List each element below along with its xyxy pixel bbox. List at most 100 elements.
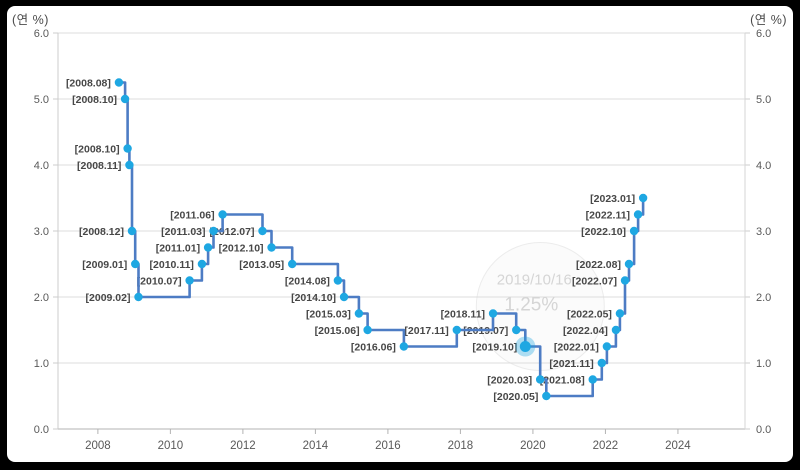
data-point-label: [2014.10] [291,292,336,304]
y-tick-label-right: 0.0 [756,424,771,436]
data-point-marker[interactable] [588,375,597,384]
x-tick-label: 2020 [520,440,546,452]
data-point-marker[interactable] [134,292,143,302]
y-tick-label-right: 3.0 [756,226,771,238]
data-point-marker[interactable] [203,243,213,252]
data-point-label: [2023.01] [590,193,635,205]
data-point-label: [2009.01] [82,259,127,271]
data-point-label: [2010.07] [137,275,182,287]
data-point-label: [2011.01] [156,242,200,254]
watermark-value: 1.25% [504,295,558,316]
data-point-marker[interactable] [114,78,124,87]
data-point-marker[interactable] [333,276,343,285]
data-point-label: [2022.01] [554,341,599,353]
chart-panel [7,6,793,462]
data-point-label: [2022.08] [576,259,621,271]
data-point-marker[interactable] [611,325,621,335]
x-tick-label: 2018 [448,440,474,452]
data-point-marker[interactable] [354,309,364,318]
y-tick-label-left: 4.0 [34,160,49,172]
x-tick-label: 2022 [593,440,619,452]
data-point-marker[interactable] [185,276,194,285]
data-point-marker[interactable] [125,160,134,170]
data-point-label: [2011.03] [161,226,205,238]
data-point-label: [2015.06] [315,325,360,337]
data-point-label: [2016.06] [351,341,396,353]
data-point-marker[interactable] [512,325,521,335]
watermark-date: 2019/10/16 [497,272,572,289]
data-point-label: [2022.11] [586,209,630,221]
y-tick-label-left: 2.0 [34,292,49,304]
y-axis-unit-right: (연 %) [750,13,787,27]
data-point-marker[interactable] [363,325,372,335]
data-point-marker[interactable] [399,342,409,351]
x-tick-label: 2008 [85,440,111,452]
data-point-marker[interactable] [597,358,606,368]
data-point-label: [2008.11] [77,160,121,172]
data-point-label: [2009.02] [86,292,131,304]
data-point-label: [2008.10] [75,143,120,155]
y-axis-unit-left: (연 %) [12,13,49,27]
x-tick-label: 2014 [303,440,329,452]
data-point-marker[interactable] [624,259,634,269]
y-tick-label-left: 6.0 [34,28,49,40]
data-point-label: [2008.08] [66,77,111,89]
y-tick-label-right: 2.0 [756,292,771,304]
data-point-marker[interactable] [197,259,207,269]
data-point-label: [2022.05] [567,308,612,320]
data-point-label: [2012.07] [210,226,255,238]
data-point-label: [2008.10] [72,94,117,106]
x-tick-label: 2024 [665,440,691,452]
y-tick-label-right: 1.0 [756,358,771,370]
data-point-label: [2010.11] [150,259,194,271]
data-point-marker[interactable] [287,259,297,269]
data-point-marker[interactable] [633,210,643,219]
data-point-label: [2022.07] [572,275,617,287]
data-point-label: [2015.03] [306,308,351,320]
y-tick-label-left: 0.0 [34,424,49,436]
data-point-marker[interactable] [452,325,461,335]
data-point-marker[interactable] [127,226,137,236]
x-tick-label: 2016 [375,440,401,452]
data-point-marker[interactable] [615,309,625,318]
data-point-marker[interactable] [629,226,639,236]
data-point-label: [2020.05] [493,391,538,403]
data-point-marker[interactable] [602,342,612,351]
data-point-marker[interactable] [267,243,276,252]
data-point-label: [2021.08] [540,374,585,386]
data-point-marker[interactable] [620,276,630,285]
y-tick-label-left: 1.0 [34,358,49,370]
data-point-marker[interactable] [535,375,545,384]
data-point-marker[interactable] [120,94,130,104]
data-point-marker[interactable] [209,226,218,236]
data-point-marker-highlighted[interactable] [519,341,531,352]
y-tick-label-right: 4.0 [756,160,771,172]
data-point-marker[interactable] [123,144,132,153]
data-point-marker[interactable] [542,391,551,401]
data-point-label: [2022.10] [581,226,626,238]
data-point-label: [2021.11] [549,358,593,370]
data-point-label: [2008.12] [79,226,124,238]
data-point-label: [2013.05] [239,259,284,271]
data-point-marker[interactable] [638,193,648,203]
data-point-label: [2017.11] [404,325,448,337]
data-point-label: [2020.03] [487,374,532,386]
data-point-label: [2022.04] [563,325,608,337]
data-point-marker[interactable] [339,292,349,302]
data-point-marker[interactable] [488,309,498,318]
x-tick-label: 2012 [230,440,256,452]
y-tick-label-right: 6.0 [756,28,771,40]
data-point-label: [2011.06] [170,209,214,221]
data-point-label: [2012.10] [219,242,264,254]
data-point-label: [2014.08] [285,275,330,287]
data-point-marker[interactable] [258,226,267,236]
y-tick-label-right: 5.0 [756,94,771,106]
data-point-marker[interactable] [218,210,227,219]
data-point-marker[interactable] [131,259,140,269]
data-point-label: [2019.10] [472,341,517,353]
data-point-label: [2018.11] [441,308,485,320]
y-tick-label-left: 3.0 [34,226,49,238]
y-tick-label-left: 5.0 [34,94,49,106]
x-tick-label: 2010 [158,440,184,452]
